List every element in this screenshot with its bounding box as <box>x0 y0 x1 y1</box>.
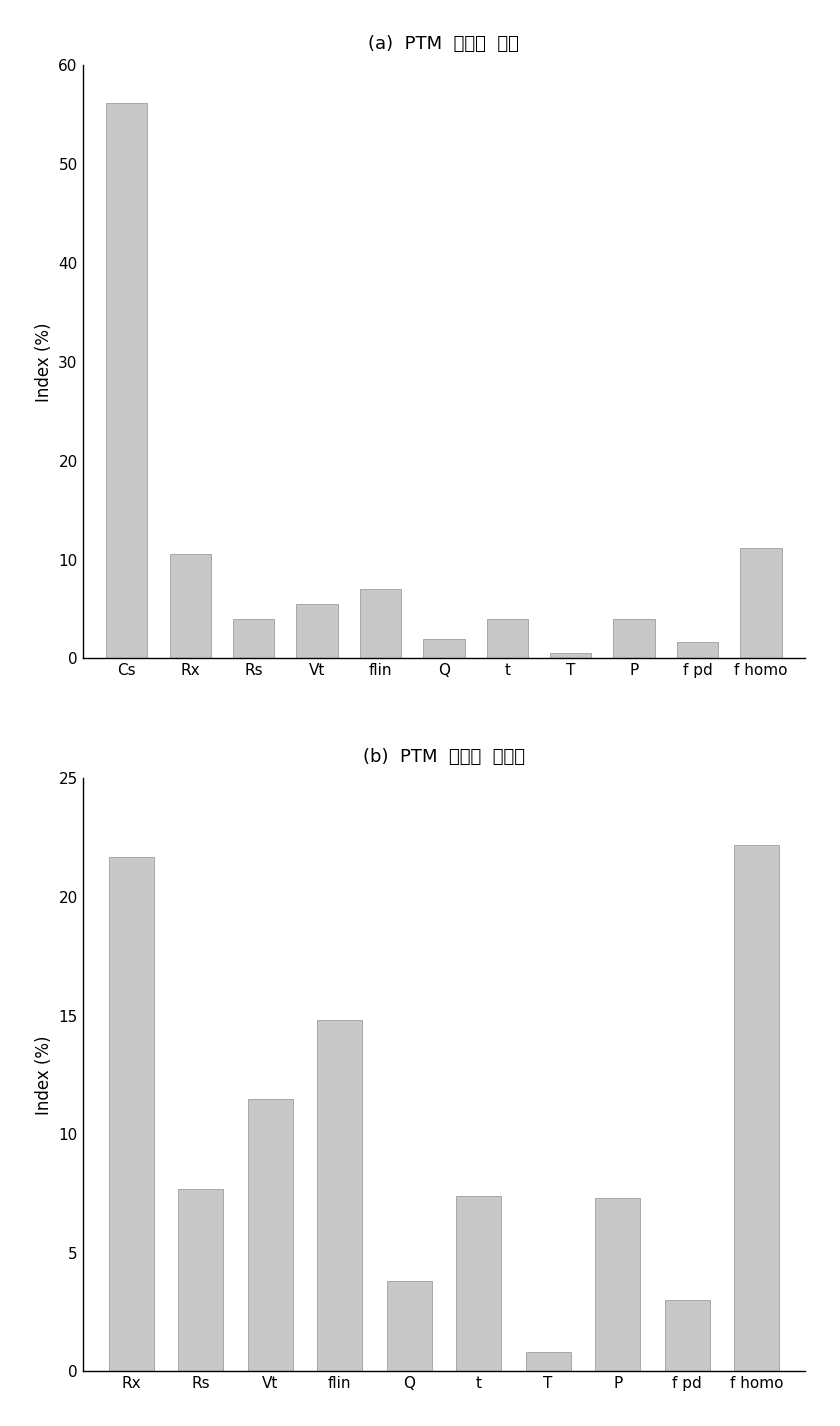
Bar <box>526 1352 570 1372</box>
Bar <box>456 1196 501 1372</box>
Y-axis label: Index (%): Index (%) <box>34 1035 53 1115</box>
Bar <box>233 619 275 659</box>
Bar <box>170 553 211 659</box>
Bar <box>248 1098 293 1372</box>
Bar <box>317 1021 362 1372</box>
Bar <box>178 1189 223 1372</box>
Bar <box>486 619 528 659</box>
Bar <box>108 857 154 1372</box>
Bar <box>423 639 465 659</box>
Bar <box>360 589 402 659</box>
Bar <box>740 548 781 659</box>
Bar <box>107 103 148 659</box>
Bar <box>550 653 591 659</box>
Title: (a)  PTM  불확도  반영: (a) PTM 불확도 반영 <box>369 34 519 53</box>
Bar <box>386 1282 432 1372</box>
Bar <box>734 844 780 1372</box>
Bar <box>613 619 654 659</box>
Bar <box>664 1301 710 1372</box>
Bar <box>677 642 718 659</box>
Title: (b)  PTM  불확도  미반영: (b) PTM 불확도 미반영 <box>363 747 525 766</box>
Y-axis label: Index (%): Index (%) <box>34 322 53 402</box>
Bar <box>297 605 338 659</box>
Bar <box>595 1198 640 1372</box>
